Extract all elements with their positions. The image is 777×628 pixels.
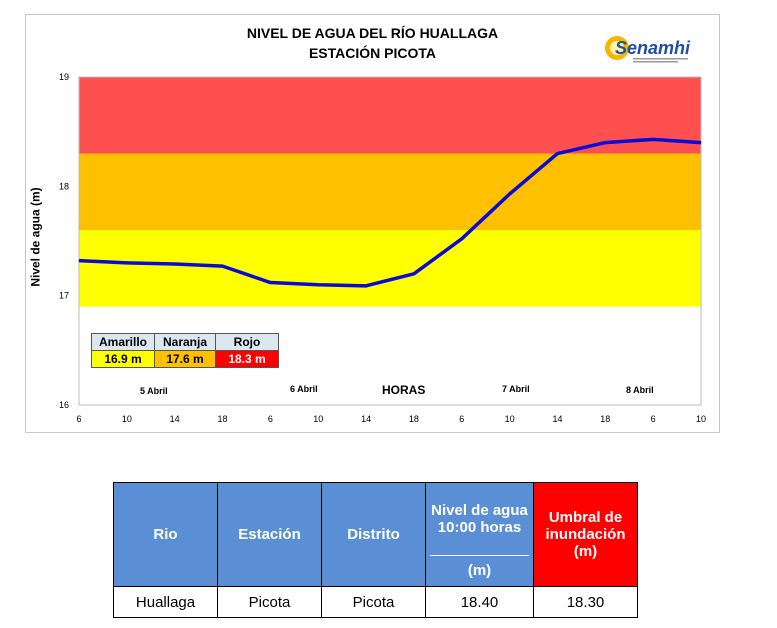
legend-header: Naranja (154, 333, 216, 351)
data-point (556, 153, 558, 155)
day-label: 7 Abril (502, 384, 530, 394)
threshold-band (79, 230, 701, 307)
data-point (78, 260, 80, 262)
x-tick-label: 14 (170, 414, 180, 424)
station-table: Rio Estación Distrito Nivel de agua 10:0… (113, 482, 638, 618)
y-tick-label: 16 (59, 400, 69, 410)
cell-nivel: 18.40 (425, 586, 534, 618)
x-tick-label: 10 (122, 414, 132, 424)
y-tick-label: 19 (59, 72, 69, 82)
data-point (461, 238, 463, 240)
x-tick-label: 18 (600, 414, 610, 424)
legend-value-naranja: 17.6 m (154, 350, 216, 368)
header-rio: Rio (113, 482, 218, 587)
data-point (700, 142, 702, 144)
legend-header: Rojo (215, 333, 279, 351)
data-point (126, 262, 128, 264)
header-nivel-unit: (m) (467, 562, 492, 579)
legend-header: Amarillo (91, 333, 155, 351)
data-point (317, 284, 319, 286)
threshold-band (79, 77, 701, 154)
data-point (269, 282, 271, 284)
x-tick-label: 18 (218, 414, 228, 424)
data-point (604, 142, 606, 144)
x-tick-label: 10 (696, 414, 706, 424)
chart-plot: 16 17 18 19 6 10 14 18 6 10 14 18 6 10 14 18 6 10 (59, 72, 706, 424)
header-umbral: Umbral de inundación (m) (533, 482, 638, 587)
y-tick-label: 18 (59, 181, 69, 191)
series-line (78, 137, 702, 288)
header-nivel-label: Nivel de agua 10:00 horas (430, 483, 529, 556)
day-label: 8 Abril (626, 385, 654, 395)
cell-distrito: Picota (321, 586, 426, 618)
x-tick-label: 10 (505, 414, 515, 424)
data-point (652, 138, 654, 140)
x-tick-label: 6 (459, 414, 464, 424)
y-axis-label: Nivel de agua (m) (28, 187, 43, 287)
x-tick-label: 6 (268, 414, 273, 424)
plot-border (78, 76, 702, 406)
data-point (365, 285, 367, 287)
cell-umbral: 18.30 (533, 586, 638, 618)
data-point (413, 273, 415, 275)
data-point (174, 263, 176, 265)
cell-rio: Huallaga (113, 586, 218, 618)
chart-title: NIVEL DE AGUA DEL RÍO HUALLAGA (246, 25, 499, 41)
svg-text:Senamhi: Senamhi (615, 38, 691, 58)
x-tick-label: 10 (313, 414, 323, 424)
legend-value-rojo: 18.3 m (215, 350, 279, 368)
header-distrito: Distrito (321, 482, 426, 587)
y-tick-label: 17 (59, 291, 69, 301)
cell-estacion: Picota (217, 586, 322, 618)
legend-value-amarillo: 16.9 m (91, 350, 155, 368)
threshold-band (79, 153, 701, 231)
x-tick-label: 14 (552, 414, 562, 424)
chart-subtitle: ESTACIÓN PICOTA (308, 45, 437, 61)
header-nivel: Nivel de agua 10:00 horas (m) (425, 482, 534, 587)
x-tick-label: 18 (409, 414, 419, 424)
x-tick-label: 6 (651, 414, 656, 424)
senamhi-logo: Senamhi (603, 32, 703, 68)
day-label: 6 Abril (290, 384, 318, 394)
x-tick-label: 14 (361, 414, 371, 424)
header-estacion: Estación (217, 482, 322, 587)
x-axis-label: HORAS (382, 383, 426, 397)
data-point (222, 265, 224, 267)
data-point (509, 193, 511, 195)
threshold-legend: Amarillo Naranja Rojo 16.9 m 17.6 m 18.3… (91, 333, 279, 368)
day-label: 5 Abril (140, 386, 168, 396)
x-tick-label: 6 (76, 414, 81, 424)
